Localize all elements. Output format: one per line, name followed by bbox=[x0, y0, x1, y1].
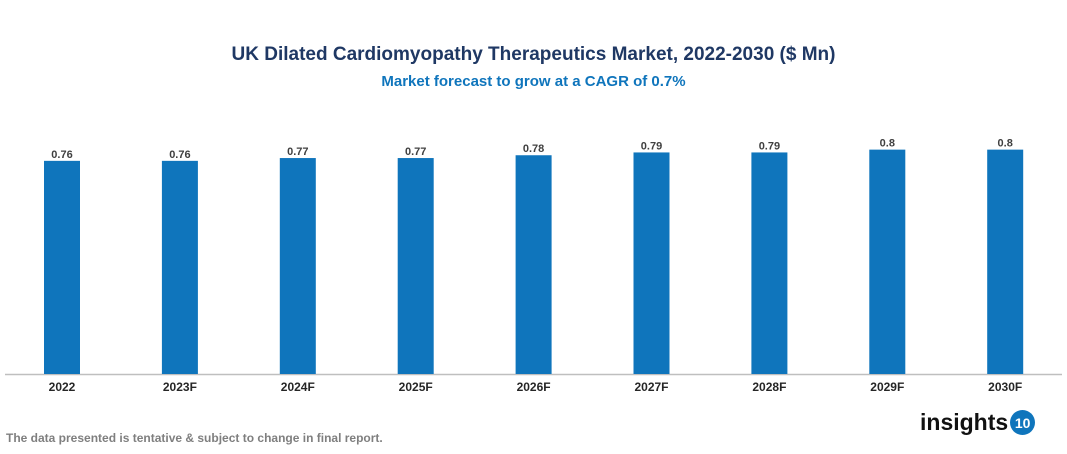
x-tick-2024F: 2024F bbox=[281, 380, 315, 394]
footnote: The data presented is tentative & subjec… bbox=[6, 431, 383, 445]
chart-title: UK Dilated Cardiomyopathy Therapeutics M… bbox=[231, 44, 836, 65]
data-label-2029F: 0.8 bbox=[880, 138, 895, 150]
x-tick-2028F: 2028F bbox=[752, 380, 786, 394]
bar-2028F bbox=[751, 152, 788, 374]
logo-text: insights bbox=[920, 409, 1009, 435]
bar-2025F bbox=[397, 158, 434, 374]
x-tick-2023F: 2023F bbox=[163, 380, 197, 394]
bar-2027F bbox=[633, 152, 670, 374]
data-label-2023F: 0.76 bbox=[169, 149, 190, 161]
bar-2026F bbox=[515, 155, 552, 374]
bar-2023F bbox=[161, 160, 198, 374]
bar-2022 bbox=[44, 160, 80, 374]
insights10-logo: insights 10 bbox=[920, 409, 1036, 436]
x-tick-2029F: 2029F bbox=[870, 380, 904, 394]
bar-2024F bbox=[279, 158, 316, 374]
x-tick-2026F: 2026F bbox=[517, 380, 551, 394]
logo-badge: 10 bbox=[1010, 410, 1036, 435]
data-label-2026F: 0.78 bbox=[523, 143, 544, 155]
data-label-2027F: 0.79 bbox=[641, 140, 662, 152]
bar-2029F bbox=[869, 149, 906, 374]
chart-subtitle: Market forecast to grow at a CAGR of 0.7… bbox=[381, 73, 686, 90]
data-label-2030F: 0.8 bbox=[998, 138, 1013, 150]
data-label-2025F: 0.77 bbox=[405, 146, 426, 158]
data-label-2028F: 0.79 bbox=[759, 140, 780, 152]
x-tick-2025F: 2025F bbox=[399, 380, 433, 394]
bar-2030F bbox=[987, 149, 1024, 374]
data-label-2022: 0.76 bbox=[51, 149, 72, 161]
data-label-2024F: 0.77 bbox=[287, 146, 308, 158]
x-tick-2030F: 2030F bbox=[988, 380, 1022, 394]
x-tick-2027F: 2027F bbox=[634, 380, 668, 394]
x-tick-2022: 2022 bbox=[49, 380, 76, 394]
